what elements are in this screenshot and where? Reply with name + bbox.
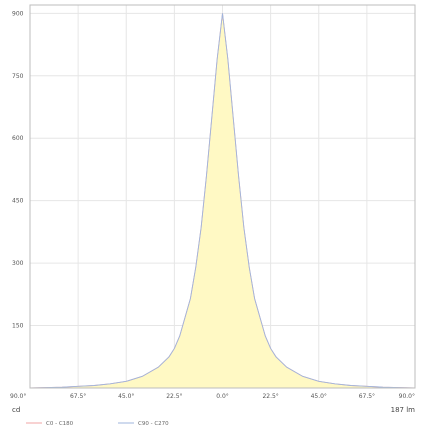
x-tick-label: 67.5° <box>70 393 86 400</box>
x-tick-label: 45.0° <box>311 393 327 400</box>
x-unit-label: 187 lm <box>391 406 416 414</box>
legend-label-c90-c270: C90 - C270 <box>138 421 169 427</box>
y-tick-label: 150 <box>12 323 24 330</box>
x-tick-label: 90.0° <box>399 393 415 400</box>
y-tick-label: 900 <box>12 10 24 17</box>
y-tick-label: 750 <box>12 73 24 80</box>
x-tick-label: 0.0° <box>216 393 229 400</box>
y-tick-label: 450 <box>12 198 24 205</box>
x-tick-label: 22.5° <box>262 393 278 400</box>
legend: C0 - C180 C90 - C270 <box>26 421 169 427</box>
y-tick-label: 300 <box>12 260 24 267</box>
x-tick-label: 90.0° <box>10 393 26 400</box>
x-tick-label: 45.0° <box>118 393 134 400</box>
y-tick-label: 600 <box>12 135 24 142</box>
x-tick-label: 67.5° <box>359 393 375 400</box>
x-tick-labels: 90.0° 67.5° 45.0° 22.5° 0.0° 22.5° 45.0° 67.5° 9… <box>10 393 415 400</box>
y-tick-labels: 150 300 450 600 750 900 <box>12 10 24 329</box>
x-tick-label: 22.5° <box>166 393 182 400</box>
legend-label-c0-c180: C0 - C180 <box>46 421 74 427</box>
y-unit-label: cd <box>12 406 20 414</box>
